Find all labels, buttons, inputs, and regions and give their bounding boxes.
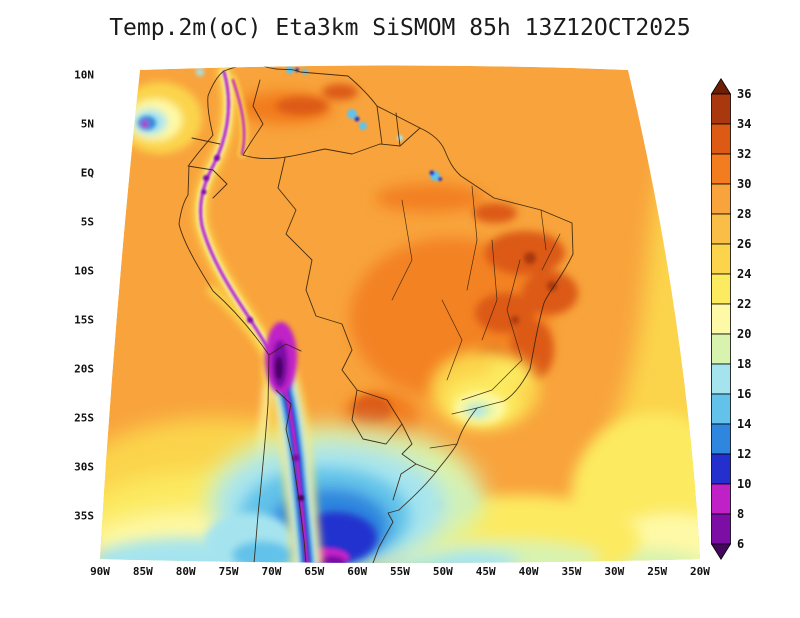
- colorbar-segment: [711, 303, 731, 335]
- lon-label-60W: 60W: [347, 565, 368, 578]
- colorbar-tick-34: 34: [737, 117, 752, 131]
- colorbar-tick-18: 18: [737, 357, 752, 371]
- lat-label-5N: 5N: [80, 117, 94, 131]
- lon-label-50W: 50W: [432, 565, 453, 578]
- colorbar-segment: [711, 183, 731, 215]
- colorbar-tick-20: 20: [737, 327, 752, 341]
- colorbar-tick-36: 36: [737, 87, 752, 101]
- colorbar-segment: [711, 453, 731, 485]
- colorbar-tick-32: 32: [737, 147, 752, 161]
- lon-label-25W: 25W: [647, 565, 668, 578]
- colorbar-segment: [711, 153, 731, 185]
- lat-label-20S: 20S: [74, 362, 94, 376]
- colorbar-segment: [711, 333, 731, 365]
- state-borders: [391, 185, 561, 449]
- colorbar-segment: [711, 213, 731, 245]
- lat-label-10S: 10S: [74, 264, 94, 278]
- colorbar-tick-24: 24: [737, 267, 752, 281]
- colorbar-segment: [711, 483, 731, 515]
- colorbar-tick-12: 12: [737, 447, 752, 461]
- lat-label-15S: 15S: [74, 313, 94, 327]
- lon-label-90W: 90W: [90, 565, 110, 578]
- lat-label-5S: 5S: [80, 215, 94, 229]
- colorbar-segment: [711, 423, 731, 455]
- colorbar-tick-28: 28: [737, 207, 752, 221]
- colorbar-segment: [711, 513, 731, 545]
- lon-label-45W: 45W: [475, 565, 496, 578]
- colorbar: [711, 78, 731, 560]
- colorbar-segment: [711, 393, 731, 425]
- lon-label-80W: 80W: [175, 565, 196, 578]
- lon-label-65W: 65W: [304, 565, 325, 578]
- lon-label-35W: 35W: [561, 565, 582, 578]
- lat-label-EQ: EQ: [80, 166, 94, 180]
- colorbar-segment: [711, 273, 731, 305]
- colorbar-segment: [711, 93, 731, 125]
- lat-label-30S: 30S: [74, 460, 94, 474]
- lon-label-75W: 75W: [218, 565, 239, 578]
- colorbar-segment: [711, 123, 731, 155]
- colorbar-segment: [711, 243, 731, 275]
- colorbar-tick-16: 16: [737, 387, 752, 401]
- map-canvas: [100, 65, 700, 563]
- colorbar-tick-14: 14: [737, 417, 752, 431]
- lon-label-20W: 20W: [690, 565, 710, 578]
- colorbar-tick-10: 10: [737, 477, 752, 491]
- pacific-cool-blob: [118, 82, 202, 154]
- colorbar-tick-26: 26: [737, 237, 752, 251]
- lon-label-30W: 30W: [604, 565, 625, 578]
- coastline-and-borders: [178, 65, 574, 563]
- lon-label-85W: 85W: [132, 565, 153, 578]
- lon-label-70W: 70W: [261, 565, 282, 578]
- colorbar-tick-8: 8: [737, 507, 745, 521]
- country-borders: [187, 79, 437, 563]
- colorbar-tick-6: 6: [737, 537, 745, 551]
- lat-label-35S: 35S: [74, 509, 94, 523]
- lat-label-25S: 25S: [74, 411, 94, 425]
- lon-label-40W: 40W: [518, 565, 539, 578]
- colorbar-segment: [711, 363, 731, 395]
- lon-label-55W: 55W: [390, 565, 410, 578]
- colorbar-tick-22: 22: [737, 297, 752, 311]
- lat-label-10N: 10N: [74, 68, 94, 82]
- colorbar-tick-30: 30: [737, 177, 752, 191]
- altiplano-cold-core: [265, 322, 297, 394]
- plot-title: Temp.2m(oC) Eta3km SiSMOM 85h 13Z12OCT20…: [109, 15, 691, 41]
